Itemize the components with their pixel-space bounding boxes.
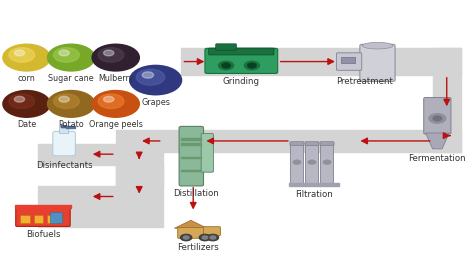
Text: Filtration: Filtration	[295, 190, 333, 199]
FancyBboxPatch shape	[305, 144, 319, 184]
Bar	[38, 144, 116, 165]
Circle shape	[59, 50, 69, 56]
FancyBboxPatch shape	[50, 211, 62, 223]
Bar	[182, 48, 461, 75]
Circle shape	[207, 234, 219, 241]
FancyBboxPatch shape	[360, 44, 395, 81]
Circle shape	[202, 236, 208, 239]
Circle shape	[308, 160, 316, 165]
Circle shape	[429, 114, 446, 123]
Bar	[290, 183, 339, 186]
FancyBboxPatch shape	[291, 144, 303, 184]
Text: Mulberry: Mulberry	[98, 74, 134, 83]
Circle shape	[92, 91, 139, 117]
Text: Date: Date	[17, 120, 36, 129]
Text: Distillation: Distillation	[173, 189, 219, 198]
FancyBboxPatch shape	[53, 131, 75, 156]
Bar	[182, 170, 201, 171]
Circle shape	[103, 50, 114, 56]
Bar	[15, 205, 71, 209]
FancyBboxPatch shape	[178, 227, 213, 238]
Text: Biofuels: Biofuels	[26, 230, 60, 239]
Circle shape	[103, 96, 114, 102]
Bar	[163, 130, 461, 152]
Circle shape	[54, 94, 79, 109]
Text: Sugar cane: Sugar cane	[48, 74, 94, 83]
Circle shape	[59, 96, 69, 102]
FancyBboxPatch shape	[201, 134, 213, 172]
FancyBboxPatch shape	[47, 215, 56, 223]
Bar	[38, 186, 116, 207]
Bar	[116, 165, 163, 227]
FancyBboxPatch shape	[203, 227, 220, 236]
Circle shape	[98, 94, 124, 109]
FancyBboxPatch shape	[216, 44, 237, 50]
Bar	[116, 130, 163, 186]
FancyBboxPatch shape	[290, 142, 304, 146]
Circle shape	[14, 96, 25, 102]
FancyBboxPatch shape	[16, 208, 70, 226]
Polygon shape	[426, 133, 449, 149]
FancyBboxPatch shape	[20, 215, 30, 223]
Bar	[66, 126, 75, 128]
Text: Fertilizers: Fertilizers	[177, 243, 219, 252]
Circle shape	[245, 61, 259, 70]
Circle shape	[3, 91, 50, 117]
Circle shape	[219, 61, 234, 70]
Circle shape	[14, 50, 25, 56]
Bar	[433, 48, 461, 152]
Polygon shape	[174, 220, 207, 228]
Bar	[182, 138, 201, 140]
Text: Potato: Potato	[58, 120, 84, 129]
FancyBboxPatch shape	[305, 142, 319, 146]
Circle shape	[92, 44, 139, 71]
FancyBboxPatch shape	[59, 127, 69, 134]
FancyBboxPatch shape	[341, 57, 355, 63]
Circle shape	[323, 160, 331, 165]
FancyBboxPatch shape	[179, 126, 203, 186]
Bar	[38, 207, 116, 227]
Circle shape	[9, 94, 35, 109]
Circle shape	[210, 236, 216, 239]
Circle shape	[293, 160, 301, 165]
FancyBboxPatch shape	[320, 142, 334, 146]
FancyBboxPatch shape	[320, 144, 334, 184]
Circle shape	[247, 63, 256, 68]
Text: Disinfectants: Disinfectants	[36, 161, 92, 170]
Text: Grinding: Grinding	[223, 77, 260, 86]
FancyBboxPatch shape	[424, 98, 451, 134]
Circle shape	[199, 234, 210, 241]
Circle shape	[9, 48, 35, 62]
FancyBboxPatch shape	[337, 53, 362, 70]
Circle shape	[98, 48, 124, 62]
Ellipse shape	[362, 42, 393, 49]
Text: Pretreatment: Pretreatment	[336, 77, 393, 86]
FancyBboxPatch shape	[34, 215, 43, 223]
Circle shape	[3, 44, 50, 71]
Circle shape	[48, 91, 95, 117]
Circle shape	[48, 44, 95, 71]
Bar	[182, 157, 201, 158]
Circle shape	[130, 65, 182, 95]
FancyBboxPatch shape	[61, 125, 67, 128]
Text: Orange peels: Orange peels	[89, 120, 143, 129]
Text: Fermentation: Fermentation	[409, 154, 466, 163]
Text: Grapes: Grapes	[141, 98, 170, 107]
Circle shape	[222, 63, 230, 68]
Circle shape	[183, 236, 189, 239]
FancyBboxPatch shape	[205, 48, 278, 73]
Bar	[182, 143, 201, 145]
Circle shape	[433, 116, 442, 121]
Text: corn: corn	[18, 74, 36, 83]
FancyBboxPatch shape	[209, 48, 274, 55]
Circle shape	[181, 234, 192, 241]
Circle shape	[142, 72, 154, 78]
Circle shape	[54, 48, 79, 62]
Circle shape	[136, 69, 164, 85]
